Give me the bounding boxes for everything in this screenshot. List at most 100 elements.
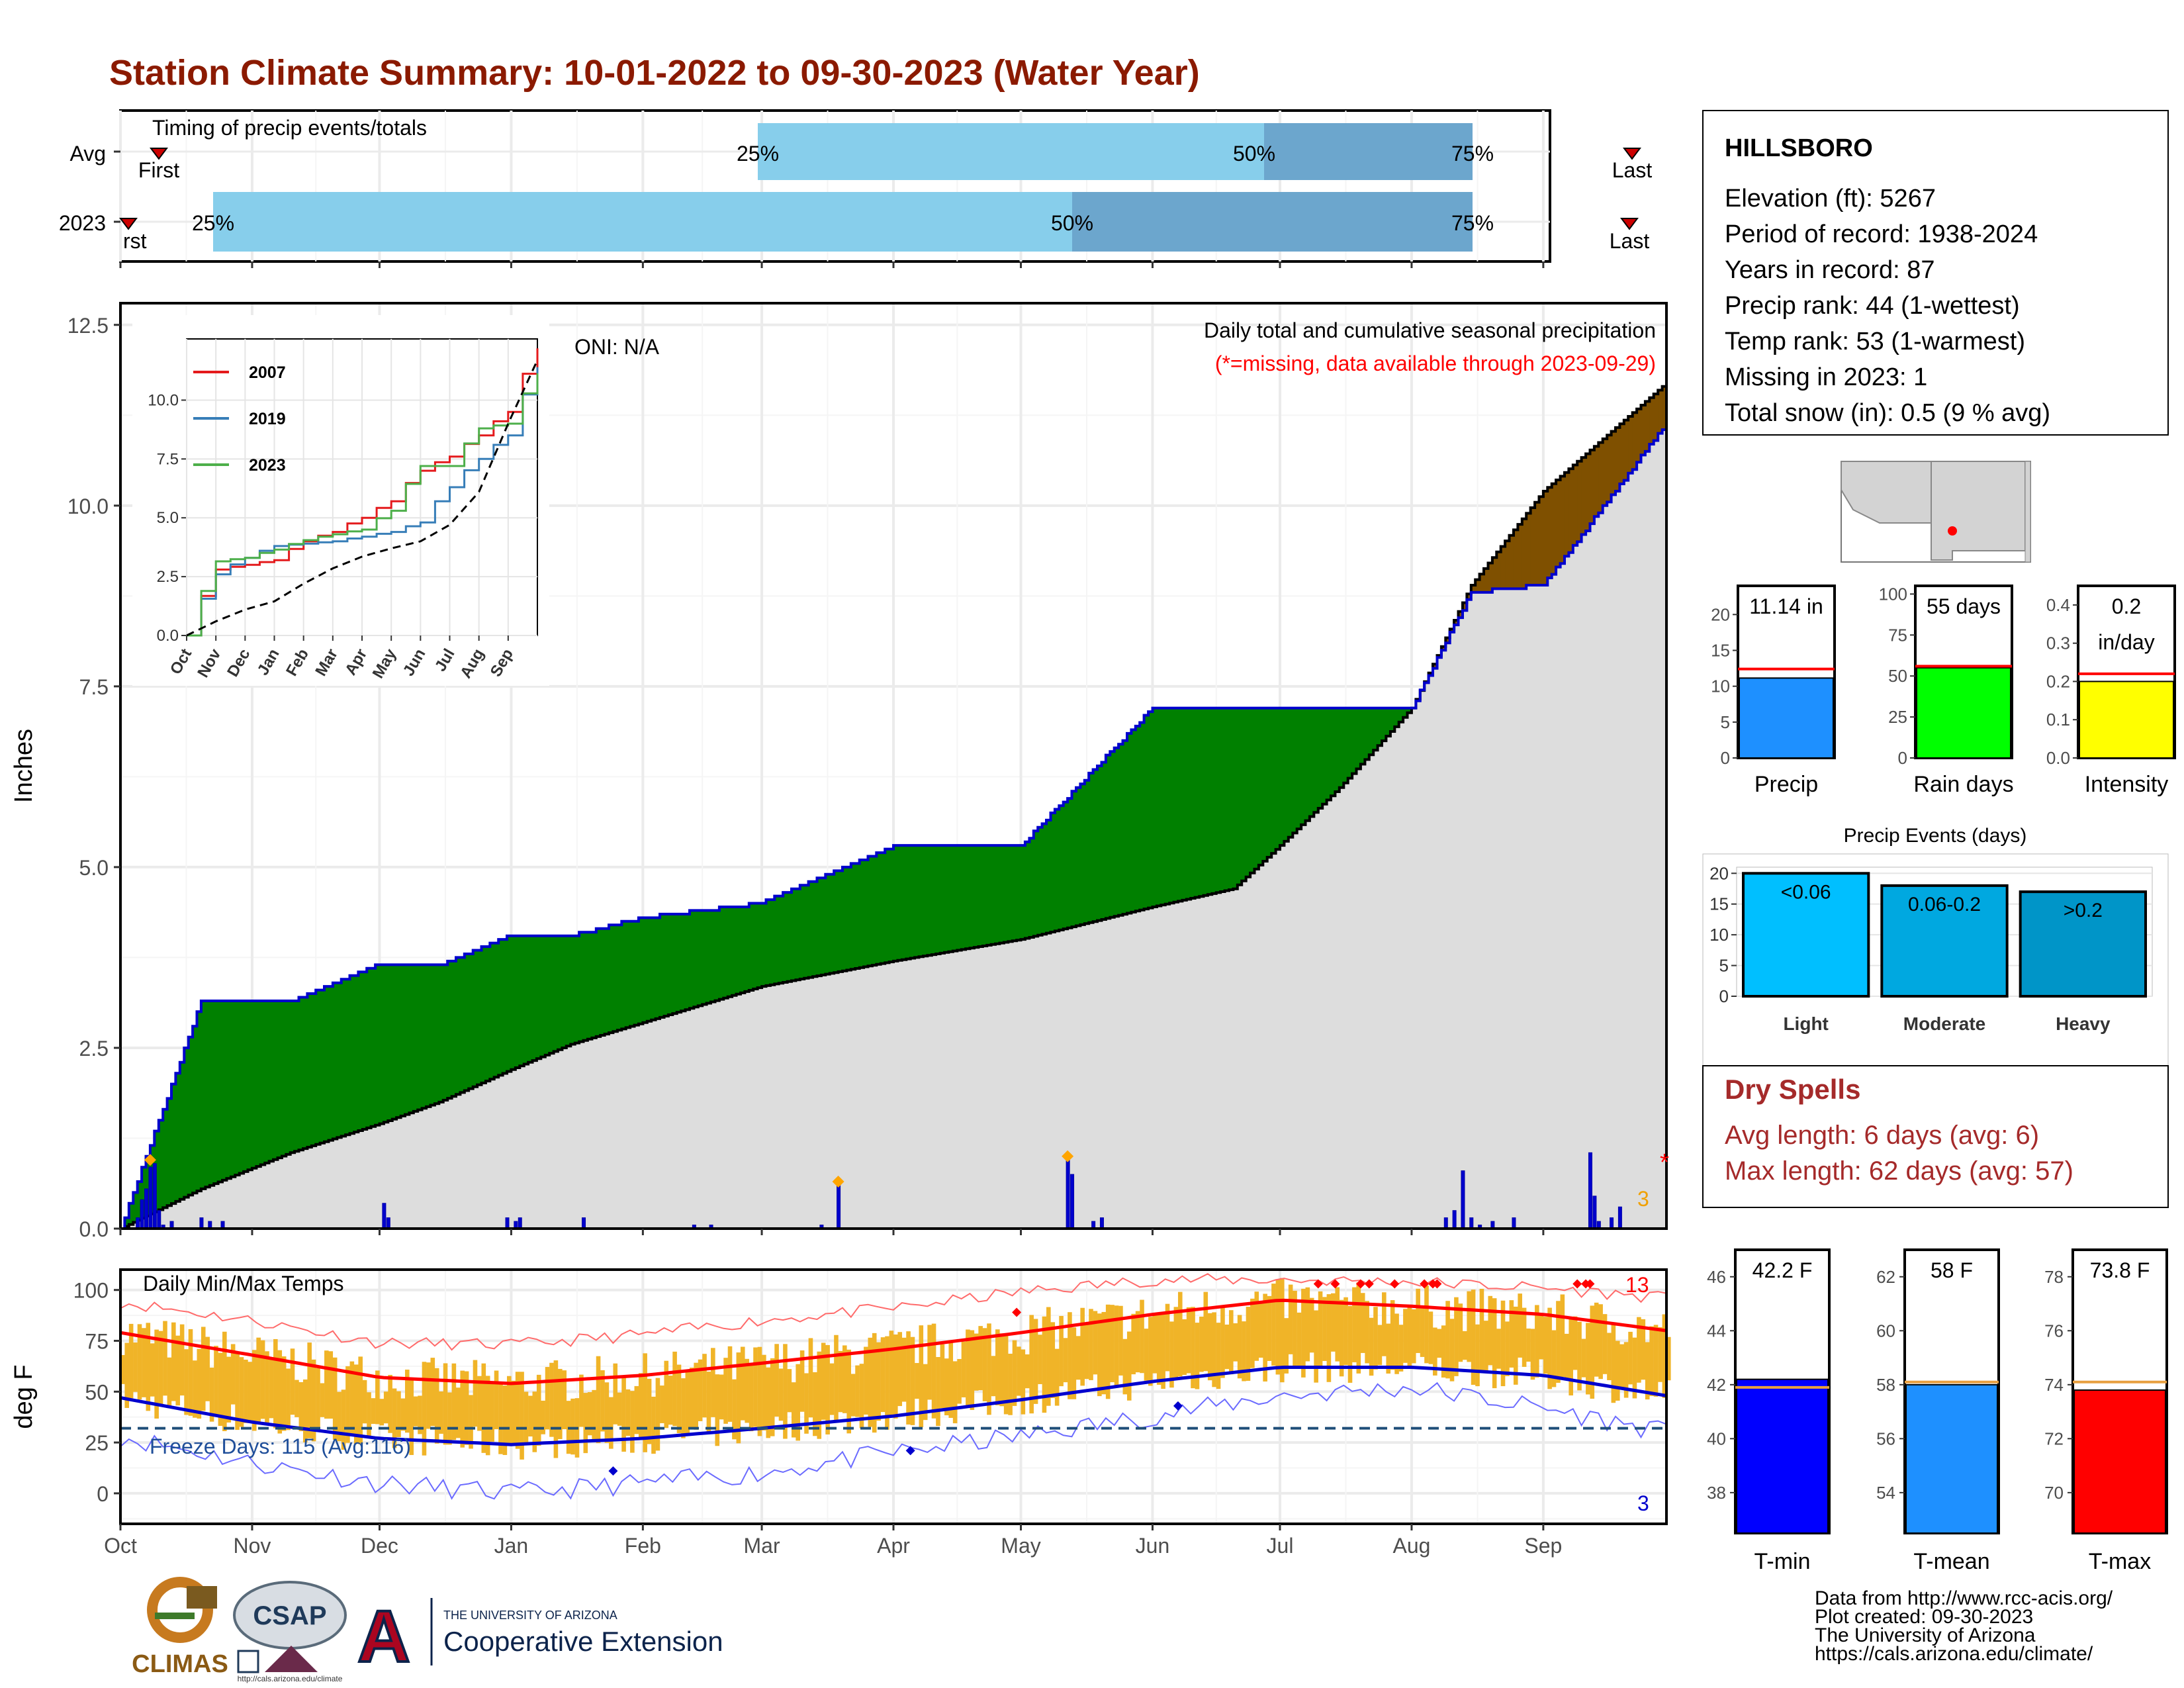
daily-temp-bar: [948, 1342, 954, 1418]
month-label: May: [1001, 1534, 1040, 1558]
surplus-fill: [600, 928, 606, 1036]
daily-temp-bar: [1360, 1293, 1365, 1353]
daily-temp-bar: [498, 1383, 503, 1454]
minibar-label: Rain days: [1913, 772, 2013, 797]
daily-temp-bar: [404, 1370, 410, 1433]
tbar-tick-label: 70: [2044, 1483, 2064, 1503]
surplus-fill: [1288, 708, 1293, 837]
daily-temp-bar: [532, 1391, 537, 1452]
daily-precip-bar: [1592, 1196, 1597, 1229]
daily-temp-bar: [430, 1358, 435, 1427]
daily-temp-bar: [676, 1364, 682, 1434]
daily-temp-bar: [1458, 1303, 1463, 1362]
month-label: Apr: [877, 1534, 910, 1558]
tbar-tick-label: 40: [1707, 1429, 1726, 1448]
daily-precip-bar: [1452, 1210, 1457, 1229]
daily-temp-bar: [1105, 1304, 1111, 1399]
deficit-fill: [1602, 438, 1608, 506]
month-label: Nov: [233, 1534, 271, 1558]
surplus-fill: [655, 917, 660, 1019]
minibar-tick-label: 0.0: [2046, 748, 2070, 768]
surplus-fill: [1326, 708, 1332, 800]
surplus-fill: [375, 964, 381, 1125]
surplus-fill: [316, 990, 321, 1145]
daily-temp-bar: [1093, 1311, 1098, 1375]
daily-temp-bar: [1611, 1325, 1616, 1403]
surplus-fill: [740, 906, 745, 993]
surplus-fill: [320, 990, 325, 1143]
daily-temp-bar: [520, 1372, 524, 1460]
surplus-fill: [1071, 791, 1077, 927]
daily-temp-bar: [1220, 1307, 1225, 1378]
surplus-fill: [817, 878, 822, 976]
minibar-tick-label: 0.3: [2046, 633, 2070, 653]
record-max-marker: [1585, 1279, 1595, 1289]
daily-temp-bar: [269, 1358, 274, 1419]
surplus-fill: [813, 881, 818, 977]
deficit-fill: [1551, 483, 1557, 575]
daily-temp-bar: [1590, 1305, 1595, 1399]
daily-temp-bar: [244, 1360, 248, 1423]
daily-temp-bar: [1339, 1299, 1344, 1377]
daily-temp-bar: [1547, 1307, 1552, 1389]
csap-logo: CSAP http://cals.arizona.edu/climate: [233, 1581, 347, 1683]
daily-temp-bar: [1024, 1354, 1030, 1389]
surplus-fill: [778, 896, 784, 984]
minibar-tick-label: 20: [1711, 604, 1730, 624]
daily-temp-bar: [1619, 1344, 1625, 1388]
temp-panel: 0 25 50 75 100 Oct Nov Dec Jan Feb Mar Apr May Jun Ju…: [10, 261, 1671, 1558]
temp-y-tick-label: 100: [73, 1279, 109, 1303]
daily-temp-bar: [553, 1360, 559, 1458]
deficit-fill: [1619, 424, 1625, 485]
daily-temp-bar: [1186, 1307, 1191, 1374]
daily-temp-bar: [1237, 1315, 1242, 1379]
events-tick-label: 10: [1709, 925, 1729, 945]
daily-temp-bar: [931, 1323, 936, 1419]
yr-bar-25-50: [213, 192, 1072, 252]
surplus-fill: [545, 935, 550, 1055]
month-label: Aug: [1392, 1534, 1430, 1558]
inset-legend-label: 2019: [249, 410, 286, 428]
inset-line-avg: [186, 359, 539, 637]
surplus-fill: [536, 935, 541, 1059]
surplus-fill: [1347, 708, 1353, 778]
daily-temp-bar: [443, 1363, 448, 1445]
daily-temp-bar: [1177, 1291, 1183, 1377]
surplus-fill: [277, 1000, 283, 1158]
daily-temp-bar: [1021, 1349, 1026, 1415]
daily-temp-bar: [1467, 1291, 1471, 1362]
daily-temp-bar: [970, 1330, 975, 1410]
daily-temp-bar: [1212, 1312, 1216, 1387]
daily-temp-bar: [1165, 1303, 1170, 1372]
surplus-fill: [604, 928, 610, 1035]
daily-temp-bar: [1522, 1307, 1527, 1367]
surplus-fill: [681, 914, 686, 1011]
surplus-fill: [209, 1000, 214, 1186]
surplus-fill: [218, 1000, 223, 1182]
deficit-fill: [1662, 386, 1667, 430]
surplus-fill: [345, 979, 351, 1135]
summary-minibars: 0 5 10 15 20 11.14 in Precip 0 25 50 75 100 55 days R…: [1711, 584, 2176, 797]
daily-precip-bars: [136, 1150, 1622, 1229]
surplus-fill: [1377, 708, 1383, 746]
daily-temp-bar: [1581, 1338, 1586, 1378]
daily-temp-bar: [328, 1351, 334, 1419]
surplus-fill: [201, 1000, 206, 1189]
daily-temp-bar: [286, 1368, 291, 1430]
daily-temp-bar: [1556, 1301, 1561, 1383]
surplus-fill: [872, 856, 877, 966]
inset-y-tick-label: 5.0: [157, 509, 179, 527]
tbar-label: T-mean: [1913, 1549, 1989, 1574]
record-min-marker: [905, 1446, 915, 1456]
deficit-fill: [1607, 435, 1612, 502]
surplus-fill: [846, 867, 852, 970]
surplus-fill: [1169, 708, 1175, 904]
daily-temp-bar: [672, 1351, 677, 1427]
surplus-fill: [281, 1000, 287, 1156]
daily-temp-bar: [1386, 1323, 1391, 1374]
surplus-fill: [507, 935, 512, 1072]
credit-url: https://cals.arizona.edu/climate/: [1815, 1643, 2093, 1665]
events-bar: [2019, 890, 2148, 998]
surplus-fill: [311, 994, 316, 1146]
daily-temp-bar: [1543, 1317, 1548, 1374]
